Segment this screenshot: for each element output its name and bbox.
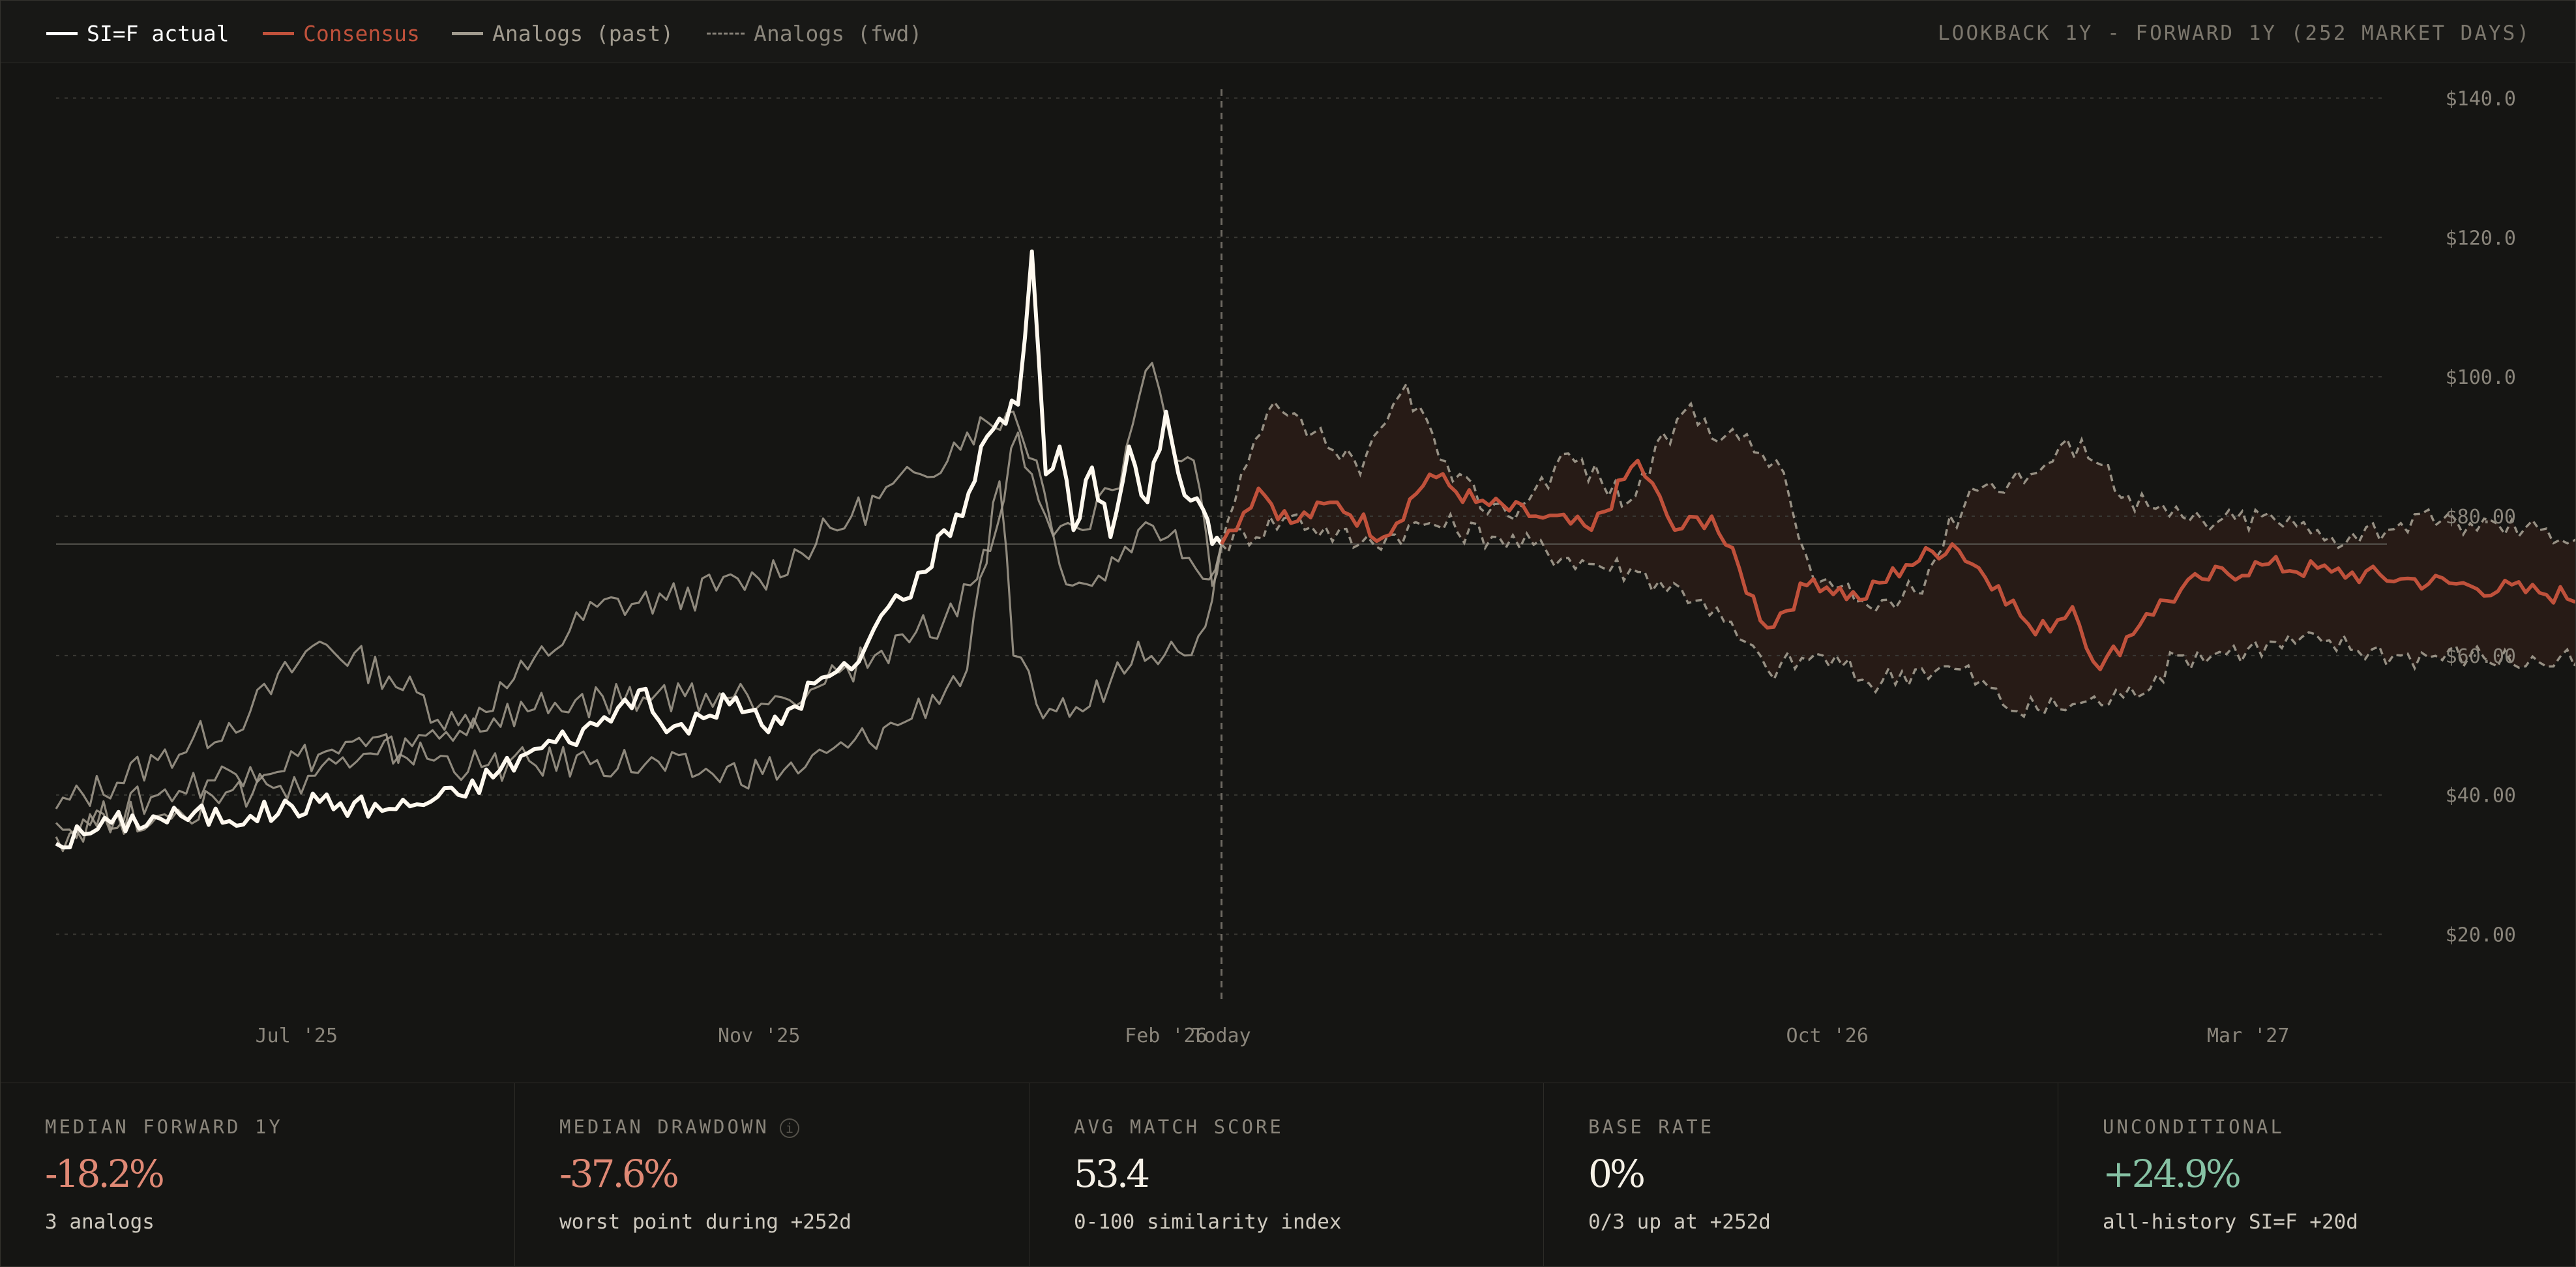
stat-sub: 3 analogs (45, 1210, 155, 1234)
stat-label: AVG MATCH SCORE (1074, 1116, 1284, 1138)
x-tick-label: Jul '25 (256, 1025, 338, 1047)
stat-median-drawdown: MEDIAN DRAWDOWN i -37.6% worst point duri… (515, 1083, 1029, 1267)
stat-label: BASE RATE (1588, 1116, 1715, 1138)
consensus-line (1220, 458, 2575, 671)
stat-sub: worst point during +252d (559, 1210, 851, 1234)
stat-value: 0% (1588, 1152, 1646, 1196)
x-tick-label: Today (1192, 1025, 1251, 1047)
y-tick-label: $120.0 (2446, 227, 2516, 250)
legend-label-consensus: Consensus (303, 20, 420, 46)
analog-past-line (55, 411, 1223, 809)
actual-line (55, 249, 1223, 850)
stat-sub: 0-100 similarity index (1074, 1210, 1342, 1234)
stats-row: MEDIAN FORWARD 1Y -18.2% 3 analogs MEDIA… (1, 1083, 2575, 1267)
consensus-layer (1220, 458, 2575, 671)
y-tick-label: $40.00 (2446, 785, 2516, 808)
info-icon[interactable]: i (779, 1118, 799, 1138)
legend-label-analogs-fwd: Analogs (fwd) (754, 20, 923, 46)
legend-item-actual[interactable]: SI=F actual (46, 20, 229, 46)
y-tick-label: $80.00 (2446, 506, 2516, 529)
forecast-band-layer (1221, 383, 2575, 717)
stat-value: -37.6% (559, 1152, 679, 1196)
legend-label-analogs-past: Analogs (past) (492, 20, 674, 46)
stat-sub: 0/3 up at +252d (1588, 1210, 1771, 1234)
forecast-band (1221, 383, 2575, 717)
actual-layer (55, 249, 1223, 850)
y-tick-label: $100.0 (2446, 366, 2516, 389)
range-label: LOOKBACK 1Y - FORWARD 1Y (252 MARKET DAY… (1938, 22, 2531, 45)
stat-value: -18.2% (45, 1152, 165, 1196)
y-tick-label: $20.00 (2446, 924, 2516, 947)
stat-label: UNCONDITIONAL (2103, 1116, 2285, 1138)
legend-bar: SI=F actual Consensus Analogs (past) Ana… (1, 1, 2575, 63)
analog-past-layer (55, 362, 1223, 852)
analog-past-line (55, 362, 1223, 839)
grid-layer (56, 89, 2387, 1002)
x-tick-label: Feb '26 (1125, 1025, 1207, 1047)
x-tick-label: Nov '25 (718, 1025, 800, 1047)
legend-swatch-consensus (263, 31, 294, 35)
stat-value: 53.4 (1074, 1152, 1150, 1196)
axis-label-layer: $140.0 $120.0 $100.0 $80.00 $60.00 $40.00 $20.… (256, 87, 2516, 1047)
legend-swatch-analogs-past (452, 31, 483, 35)
stat-unconditional: UNCONDITIONAL +24.9% all-history SI=F +2… (2058, 1083, 2573, 1267)
analog-fwd-layer (1220, 381, 2575, 719)
stat-value: +24.9% (2103, 1152, 2242, 1196)
legend-swatch-actual (46, 31, 78, 35)
legend-item-consensus[interactable]: Consensus (263, 20, 420, 46)
legend-swatch-analogs-fwd (707, 32, 745, 35)
stat-base-rate: BASE RATE 0% 0/3 up at +252d (1544, 1083, 2058, 1267)
legend-item-analogs-past[interactable]: Analogs (past) (452, 20, 674, 46)
y-tick-label: $140.0 (2446, 87, 2516, 110)
stat-sub: all-history SI=F +20d (2103, 1210, 2358, 1234)
stat-label: MEDIAN FORWARD 1Y (45, 1116, 283, 1138)
y-tick-label: $60.00 (2446, 645, 2516, 668)
stat-median-forward: MEDIAN FORWARD 1Y -18.2% 3 analogs (1, 1083, 515, 1267)
stat-label: MEDIAN DRAWDOWN (559, 1116, 769, 1138)
x-tick-label: Oct '26 (1786, 1025, 1868, 1047)
x-tick-label: Mar '27 (2207, 1025, 2289, 1047)
legend-item-analogs-fwd[interactable]: Analogs (fwd) (707, 20, 922, 46)
legend-label-actual: SI=F actual (87, 20, 229, 46)
analog-fwd-line (1221, 511, 2575, 719)
analog-past-line (55, 480, 1223, 852)
stat-avg-match-score: AVG MATCH SCORE 53.4 0-100 similarity in… (1029, 1083, 1544, 1267)
price-chart: $140.0 $120.0 $100.0 $80.00 $60.00 $40.00 $20.… (55, 87, 2575, 1047)
